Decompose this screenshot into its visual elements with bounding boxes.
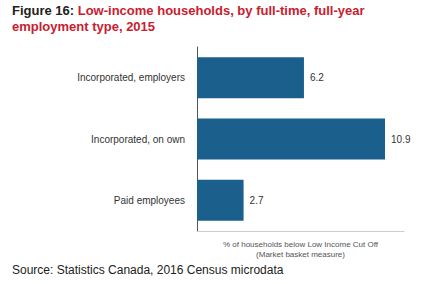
- svg-text:% of households below Low Inco: % of households below Low Income Cut Off: [223, 240, 379, 249]
- svg-text:Paid employees: Paid employees: [114, 195, 185, 206]
- svg-text:Incorporated, employers: Incorporated, employers: [77, 72, 185, 83]
- svg-text:10.9: 10.9: [391, 134, 411, 145]
- svg-text:(Market basket measure): (Market basket measure): [256, 250, 345, 259]
- svg-text:6.2: 6.2: [310, 72, 324, 83]
- svg-text:Incorporated, on own: Incorporated, on own: [91, 134, 185, 145]
- html-text:Figure 16: Low-income househol: Figure 16: Low-income households, by ful…: [12, 3, 365, 34]
- svg-text:2.7: 2.7: [250, 195, 264, 206]
- html-text:Source: Statistics Canada, 201: Source: Statistics Canada, 2016 Census m…: [12, 263, 284, 277]
